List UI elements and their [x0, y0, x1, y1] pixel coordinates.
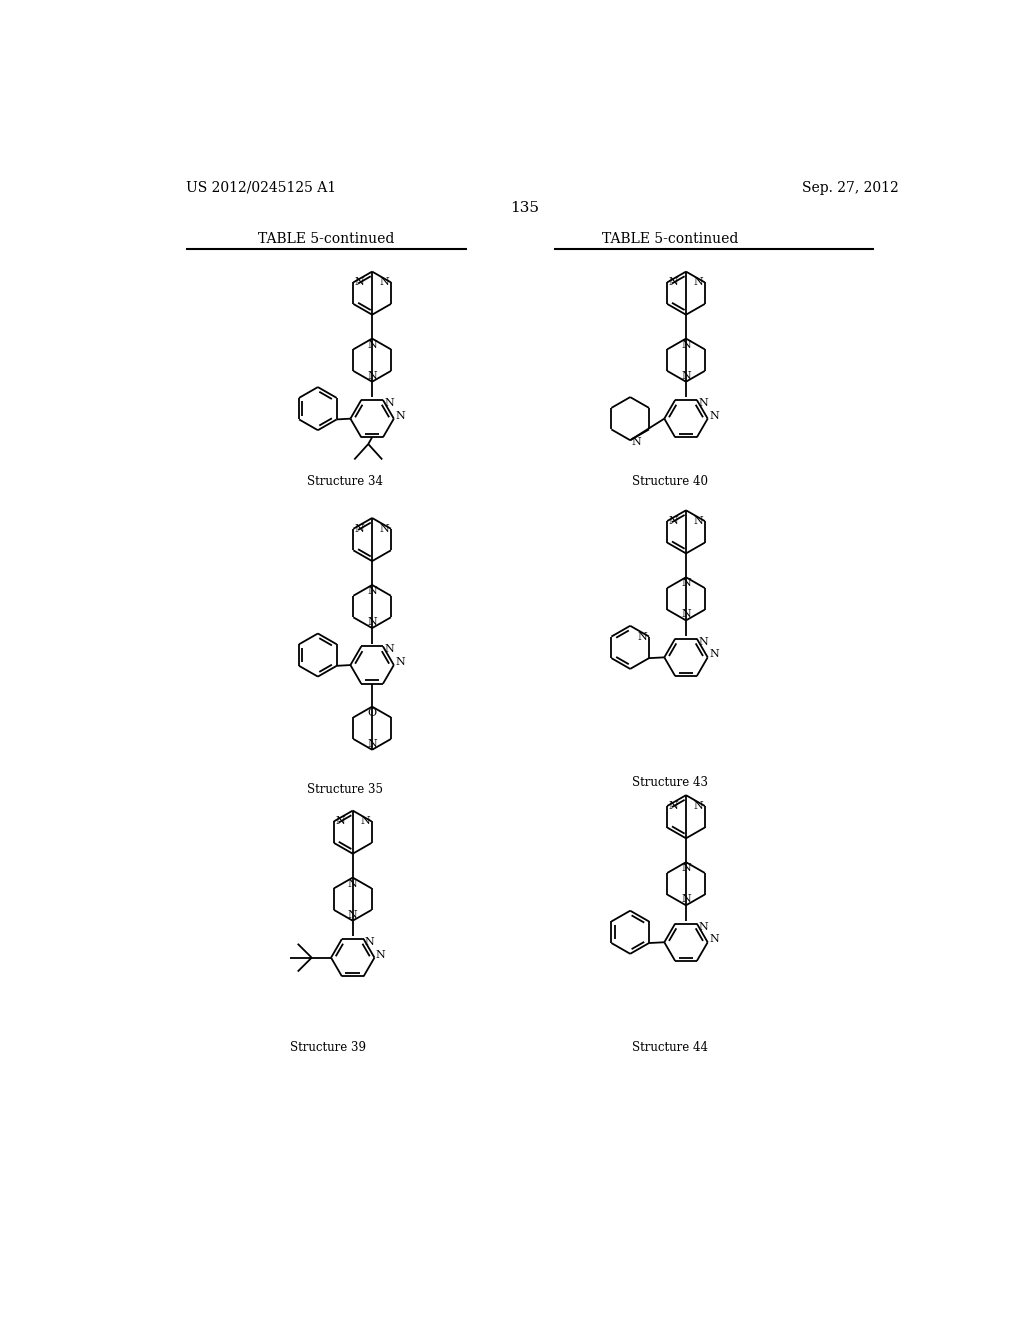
Text: N: N: [368, 586, 377, 597]
Text: N: N: [348, 909, 357, 920]
Text: N: N: [368, 371, 377, 380]
Text: N: N: [395, 411, 404, 421]
Text: Structure 44: Structure 44: [633, 1041, 709, 1055]
Text: Structure 43: Structure 43: [633, 776, 709, 788]
Text: TABLE 5-continued: TABLE 5-continued: [602, 232, 738, 247]
Text: N: N: [698, 399, 708, 408]
Text: 135: 135: [510, 202, 540, 215]
Text: N: N: [698, 921, 708, 932]
Text: N: N: [681, 610, 691, 619]
Text: N: N: [669, 801, 678, 810]
Text: N: N: [380, 524, 389, 533]
Text: N: N: [335, 816, 345, 826]
Text: Structure 39: Structure 39: [290, 1041, 366, 1055]
Text: N: N: [368, 616, 377, 627]
Text: Structure 35: Structure 35: [307, 783, 383, 796]
Text: N: N: [681, 578, 691, 589]
Text: N: N: [681, 371, 691, 380]
Text: N: N: [354, 277, 365, 288]
Text: N: N: [681, 894, 691, 904]
Text: N: N: [681, 339, 691, 350]
Text: N: N: [368, 339, 377, 350]
Text: N: N: [632, 437, 641, 446]
Text: N: N: [669, 516, 678, 527]
Text: N: N: [365, 937, 375, 946]
Text: N: N: [709, 649, 719, 659]
Text: N: N: [384, 644, 394, 655]
Text: N: N: [376, 949, 385, 960]
Text: N: N: [693, 277, 703, 288]
Text: O: O: [368, 708, 377, 718]
Text: N: N: [368, 739, 377, 748]
Text: Structure 34: Structure 34: [307, 475, 383, 488]
Text: N: N: [709, 411, 719, 421]
Text: N: N: [380, 277, 389, 288]
Text: N: N: [681, 863, 691, 874]
Text: Structure 40: Structure 40: [633, 475, 709, 488]
Text: N: N: [638, 631, 647, 642]
Text: N: N: [348, 879, 357, 888]
Text: Sep. 27, 2012: Sep. 27, 2012: [802, 181, 899, 194]
Text: N: N: [395, 657, 404, 667]
Text: US 2012/0245125 A1: US 2012/0245125 A1: [186, 181, 336, 194]
Text: N: N: [693, 801, 703, 810]
Text: N: N: [693, 516, 703, 527]
Text: N: N: [360, 816, 371, 826]
Text: N: N: [384, 399, 394, 408]
Text: N: N: [698, 636, 708, 647]
Text: N: N: [669, 277, 678, 288]
Text: TABLE 5-continued: TABLE 5-continued: [258, 232, 394, 247]
Text: N: N: [354, 524, 365, 533]
Text: N: N: [709, 935, 719, 944]
